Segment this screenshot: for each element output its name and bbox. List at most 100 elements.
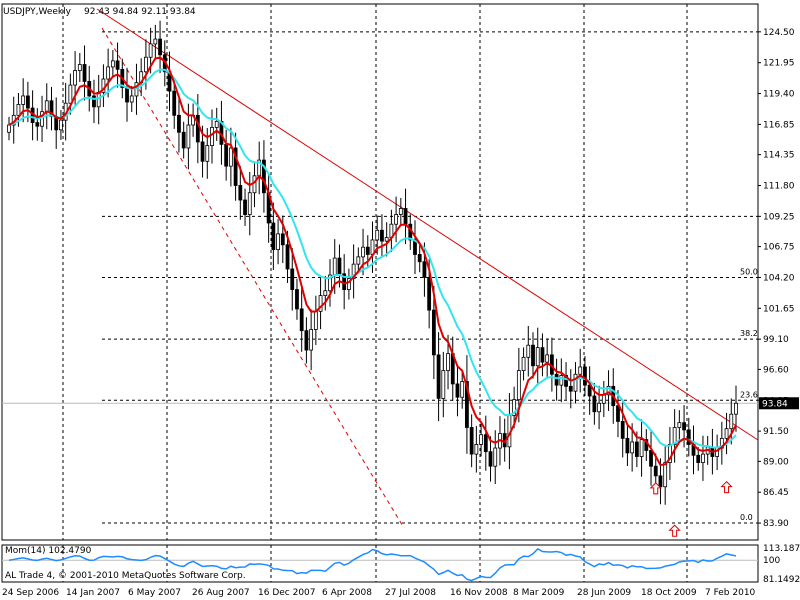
candle-body	[672, 427, 677, 445]
price-panel-frame	[1, 3, 759, 541]
candle-body	[540, 347, 545, 363]
y-axis-label: 91.50	[763, 427, 789, 437]
x-axis-label: 27 Jul 2008	[385, 588, 436, 598]
candle-body	[597, 402, 601, 413]
candle-body	[493, 447, 498, 467]
x-axis-label: 6 Apr 2008	[322, 588, 372, 598]
buy-arrow-marker	[668, 524, 681, 537]
candle-body	[417, 254, 422, 263]
candle-body	[323, 290, 328, 296]
candle-body	[384, 237, 389, 242]
momentum-line	[8, 547, 737, 582]
candle-body	[639, 439, 644, 457]
candle-body	[658, 475, 663, 488]
candle-body	[172, 90, 177, 116]
candle-body	[535, 347, 540, 367]
candle-body	[7, 124, 11, 133]
candle-body	[592, 395, 597, 413]
candle-body	[521, 356, 526, 372]
indicator-axis-label: 113.1879	[763, 544, 800, 554]
y-axis-label: 111.80	[763, 181, 795, 191]
candle-body	[616, 405, 620, 422]
candle-body	[422, 261, 427, 278]
candle-body	[285, 244, 290, 270]
candle-body	[620, 421, 625, 439]
candle-body	[469, 427, 474, 455]
candle-body	[578, 366, 583, 375]
channel-line	[101, 27, 405, 529]
candle-body	[238, 185, 243, 201]
y-axis-label: 86.45	[763, 488, 789, 498]
candle-body	[653, 465, 658, 477]
candle-body	[280, 233, 285, 246]
candle-body	[210, 127, 214, 146]
candle-body	[526, 344, 531, 358]
candle-body	[696, 454, 701, 463]
candle-body	[488, 451, 493, 467]
candle-body	[734, 402, 738, 415]
candle-body	[295, 289, 299, 310]
fib-level-label: 23.6	[740, 390, 758, 399]
candle-body	[186, 124, 191, 149]
candle-body	[663, 462, 668, 488]
candle-body	[304, 330, 309, 351]
candle-body	[299, 308, 304, 332]
y-axis-label: 83.90	[763, 519, 789, 529]
candle-body	[148, 43, 153, 58]
candle-body	[701, 453, 705, 463]
candle-body	[21, 95, 26, 105]
candle-body	[729, 413, 734, 430]
candle-body	[68, 84, 73, 104]
candle-body	[394, 214, 399, 225]
current-price-label: 93.84	[762, 399, 788, 409]
candle-body	[474, 444, 479, 455]
x-axis-label: 28 Jun 2009	[577, 588, 631, 598]
candle-body	[568, 385, 573, 392]
x-axis-label: 6 May 2007	[128, 588, 181, 598]
candle-body	[351, 263, 356, 280]
x-axis-label: 18 Oct 2009	[641, 588, 697, 598]
candle-body	[25, 95, 30, 109]
candle-body	[479, 434, 483, 445]
current-price-box	[759, 397, 799, 410]
y-axis-label: 99.10	[763, 335, 789, 345]
slow-moving-average	[8, 68, 737, 449]
fib-level-label: 50.0	[740, 267, 758, 276]
x-axis-label: 24 Sep 2006	[2, 588, 59, 598]
x-axis-label: 16 Nov 2008	[450, 588, 508, 598]
x-axis-label: 7 Feb 2010	[705, 588, 756, 598]
candle-body	[554, 373, 559, 386]
candle-body	[559, 375, 564, 386]
candle-body	[73, 70, 77, 86]
candle-body	[243, 199, 247, 215]
candle-body	[16, 104, 21, 116]
candle-body	[686, 429, 691, 445]
candle-body	[606, 385, 611, 396]
candle-body	[531, 344, 535, 367]
candle-body	[35, 122, 40, 127]
candle-body	[40, 111, 44, 127]
candle-body	[144, 56, 148, 73]
candle-body	[601, 394, 606, 404]
candle-body	[44, 100, 49, 113]
candle-body	[106, 66, 111, 80]
candle-body	[512, 399, 517, 416]
candle-body	[365, 246, 370, 255]
y-axis-label: 109.25	[763, 212, 795, 222]
buy-arrow-marker	[720, 480, 733, 494]
candle-body	[346, 278, 351, 290]
candle-body	[92, 95, 96, 108]
candle-body	[158, 38, 162, 56]
indicator-axis-label: 81.1492	[763, 575, 800, 585]
y-axis-label: 96.60	[763, 365, 789, 375]
candle-body	[465, 381, 469, 428]
candle-body	[516, 370, 521, 401]
candle-body	[153, 38, 158, 45]
candle-body	[318, 295, 323, 312]
candle-body	[309, 329, 314, 351]
candle-body	[630, 441, 635, 454]
y-axis-label: 101.65	[763, 304, 795, 314]
candle-body	[77, 64, 82, 71]
y-axis-label: 121.95	[763, 59, 795, 69]
fib-level-label: 38.2	[740, 329, 758, 338]
